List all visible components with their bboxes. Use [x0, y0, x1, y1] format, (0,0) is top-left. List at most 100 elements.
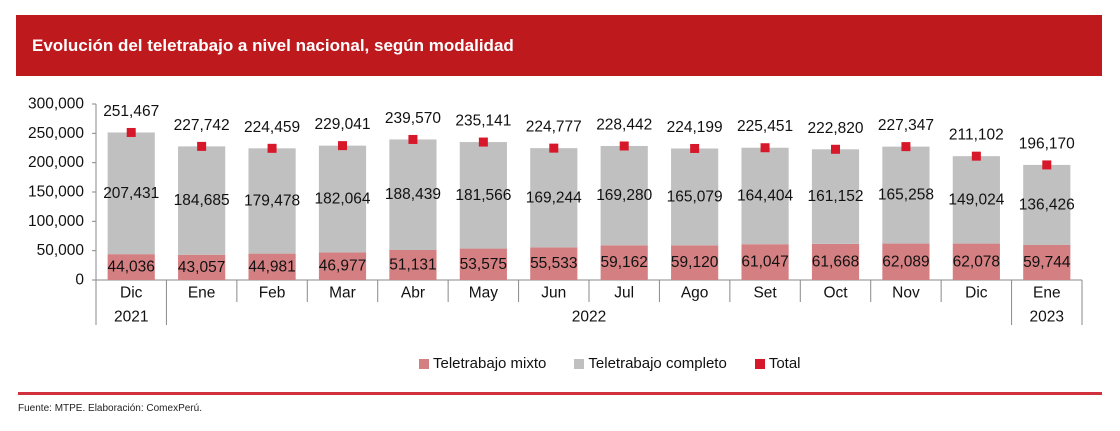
data-label-mixto: 61,047: [741, 254, 788, 271]
bar-teletrabajo-completo: [671, 148, 719, 246]
marker-total: [1042, 160, 1052, 170]
marker-total: [549, 143, 559, 153]
bar-teletrabajo-mixto: [811, 243, 860, 280]
marker-total: [971, 151, 981, 161]
bar-teletrabajo-mixto: [248, 253, 296, 280]
bar-teletrabajo-mixto: [600, 245, 648, 280]
y-tick-label: 150,000: [28, 184, 84, 201]
data-label-completo: 207,431: [103, 185, 159, 202]
data-label-completo: 182,064: [314, 191, 370, 208]
axes: 0 50,000 100,000 150,000 200,000 250,000 300,0…: [28, 96, 1083, 326]
x-category-label: May: [469, 285, 499, 302]
bar-teletrabajo-mixto: [389, 250, 437, 280]
bar-teletrabajo-completo: [1023, 164, 1071, 245]
data-label-completo: 164,404: [737, 187, 793, 204]
legend-swatch-total: [754, 359, 765, 369]
data-label-total: 224,459: [244, 119, 300, 136]
bar-teletrabajo-completo: [107, 132, 155, 255]
legend-label-total: Total: [768, 355, 801, 372]
x-category-label: Ene: [1033, 285, 1061, 302]
marker-total: [197, 141, 207, 151]
bar-teletrabajo-completo: [811, 149, 860, 244]
data-label-total: 227,742: [174, 117, 230, 134]
y-tick-label: 0: [75, 272, 84, 289]
x-category-label: Ene: [188, 285, 216, 302]
data-label-total: 235,141: [455, 113, 511, 130]
bar-teletrabajo-mixto: [671, 245, 719, 280]
y-tick-label: 200,000: [28, 154, 84, 171]
marker-total: [408, 134, 418, 144]
x-category-label: Set: [753, 285, 777, 302]
y-tick-label: 50,000: [37, 242, 85, 259]
bar-teletrabajo-completo: [882, 146, 930, 244]
x-year-label: 2021: [114, 309, 148, 326]
data-label-mixto: 53,575: [460, 256, 507, 273]
x-category-label: Nov: [892, 285, 920, 302]
bar-teletrabajo-completo: [530, 148, 578, 248]
bar-teletrabajo-mixto: [741, 244, 789, 280]
data-label-mixto: 59,120: [671, 254, 719, 271]
y-tick-label: 100,000: [28, 213, 84, 230]
marker-total: [338, 141, 347, 151]
data-label-completo: 188,439: [385, 186, 441, 203]
bar-teletrabajo-completo: [600, 145, 648, 246]
y-tick-label: 250,000: [28, 125, 84, 142]
x-year-label: 2022: [572, 309, 606, 326]
data-label-total: 227,347: [878, 117, 934, 134]
legend-label-completo: Teletrabajo completo: [588, 355, 727, 372]
x-category-label: Feb: [259, 285, 286, 302]
legend-swatch-mixto: [419, 359, 429, 369]
data-label-completo: 136,426: [1019, 196, 1075, 213]
data-label-total: 224,199: [667, 119, 723, 136]
data-label-total: 225,451: [737, 118, 793, 135]
legend-swatch-completo: [574, 359, 585, 369]
marker-total: [478, 137, 488, 147]
data-label-completo: 169,244: [526, 189, 582, 206]
chart-header-band: Evolución del teletrabajo a nivel nacion…: [16, 15, 1102, 76]
data-label-mixto: 55,533: [530, 255, 577, 272]
data-label-total: 196,170: [1019, 135, 1075, 152]
legend-item-completo: Teletrabajo completo: [574, 355, 727, 373]
x-category-label: Dic: [965, 285, 988, 302]
data-label-mixto: 44,981: [248, 258, 295, 275]
marker-total: [267, 143, 277, 153]
data-label-completo: 181,566: [455, 187, 511, 204]
data-label-mixto: 62,089: [882, 253, 929, 270]
marker-total: [690, 143, 700, 153]
data-labels: 44,036 207,431 251,467 43,057 184,685 227,742…: [103, 103, 1075, 276]
data-label-mixto: 61,668: [812, 253, 859, 270]
chart-title: Evolución del teletrabajo a nivel nacion…: [32, 35, 514, 55]
bars: [107, 127, 1071, 280]
legend-label-mixto: Teletrabajo mixto: [433, 355, 547, 372]
bar-teletrabajo-completo: [952, 156, 1000, 244]
data-label-total: 222,820: [807, 120, 863, 137]
bar-teletrabajo-mixto: [952, 243, 1000, 280]
bar-teletrabajo-mixto: [107, 254, 155, 280]
bar-teletrabajo-completo: [459, 142, 507, 249]
x-category-label: Oct: [823, 285, 848, 302]
bar-teletrabajo-completo: [389, 139, 437, 251]
marker-total: [619, 141, 629, 151]
data-label-total: 228,442: [596, 116, 652, 133]
data-label-total: 211,102: [949, 127, 1004, 144]
bar-teletrabajo-mixto: [459, 248, 507, 280]
data-label-total: 251,467: [103, 103, 159, 120]
data-label-mixto: 44,036: [108, 259, 155, 276]
x-year-label: 2023: [1030, 309, 1064, 326]
marker-total: [760, 143, 770, 153]
bar-teletrabajo-mixto: [530, 247, 578, 280]
marker-total: [831, 144, 840, 154]
data-label-total: 224,777: [526, 119, 582, 136]
x-category-label: Ago: [681, 285, 709, 302]
y-tick-label: 300,000: [28, 96, 84, 113]
marker-total: [126, 127, 136, 137]
bar-teletrabajo-completo: [248, 148, 296, 254]
data-label-mixto: 62,078: [953, 253, 1000, 270]
x-category-label: Jun: [541, 285, 566, 302]
legend-item-mixto: Teletrabajo mixto: [419, 355, 546, 373]
data-label-mixto: 46,977: [319, 258, 366, 275]
data-label-total: 239,570: [385, 110, 441, 127]
source-note: Fuente: MTPE. Elaboración: ComexPerú.: [18, 403, 202, 414]
data-label-completo: 161,152: [807, 188, 863, 205]
data-label-completo: 165,258: [878, 187, 934, 204]
